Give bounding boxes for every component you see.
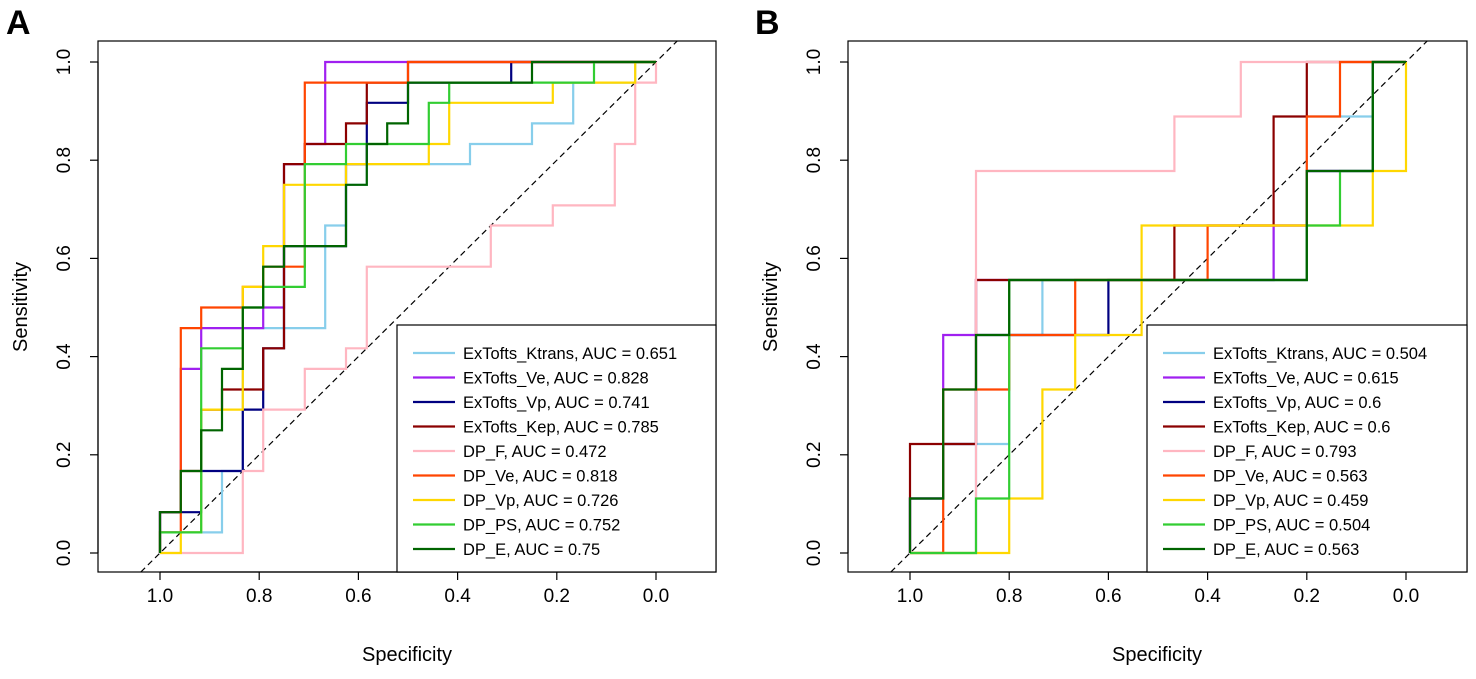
y-tick-label: 0.0 [54,540,75,566]
y-axis-title-b: Sensitivity [760,262,782,352]
roc-curve-dp-f [910,60,1406,555]
roc-curve-dp-e [158,60,656,553]
x-tick-label: 0.2 [1294,586,1320,607]
panel-label-a: A [6,4,31,42]
panel-label-b: B [755,4,780,42]
y-tick-label: 1.0 [804,49,825,75]
panel-b: B 1.0 0.8 0.6 0.4 0.2 0.0 0.00.20.40.60.81.0 … [755,4,1468,666]
x-tick-label: 0.0 [643,586,669,607]
y-axis-a: 0.0 0.2 0.4 0.6 0.8 1.0 [54,49,99,566]
legend-entry-label: DP_Vp, AUC = 0.459 [1213,492,1368,510]
roc-curve-dp-e [908,60,1406,553]
legend-entry-label: ExTofts_Vp, AUC = 0.6 [1213,394,1381,412]
y-tick-label: 0.8 [804,147,825,173]
legend-entry-label: ExTofts_Ktrans, AUC = 0.504 [1213,345,1427,363]
x-tick-label: 0.6 [345,586,371,607]
legend-entry-label: DP_F, AUC = 0.472 [463,443,607,461]
legend-entry-label: DP_E, AUC = 0.75 [463,541,600,559]
legend-entry-label: DP_F, AUC = 0.793 [1213,443,1357,461]
legend-entry-label: ExTofts_Kep, AUC = 0.6 [1213,419,1390,437]
y-axis-b: 0.0 0.2 0.4 0.6 0.8 1.0 [804,49,849,566]
y-tick-label: 1.0 [54,49,75,75]
legend-entry-label: ExTofts_Vp, AUC = 0.741 [463,394,650,412]
legend-entry-label: DP_Ve, AUC = 0.818 [463,468,618,486]
x-axis-title-b: Specificity [1112,644,1202,666]
y-tick-label: 0.4 [804,343,825,370]
legend-entry-label: DP_PS, AUC = 0.752 [463,517,620,535]
x-tick-label: 0.8 [246,586,272,607]
y-tick-label: 0.6 [804,245,825,271]
legend-b: ExTofts_Ktrans, AUC = 0.504 ExTofts_Ve, A… [1146,324,1468,573]
roc-curves-b [908,60,1408,555]
legend-entry-label: ExTofts_Ve, AUC = 0.828 [463,370,649,388]
x-tick-label: 0.8 [996,586,1022,607]
legend-box-a [396,324,717,573]
y-axis-title-a: Sensitivity [10,262,32,352]
x-tick-label: 0.2 [544,586,570,607]
roc-curve-dp-f [160,62,658,555]
x-tick-label: 1.0 [147,586,173,607]
legend-entry-label: DP_E, AUC = 0.563 [1213,541,1359,559]
x-tick-label: 0.6 [1095,586,1121,607]
legend-entry-label: ExTofts_Ktrans, AUC = 0.651 [463,345,677,363]
legend-entry-label: ExTofts_Kep, AUC = 0.785 [463,419,659,437]
legend-entry-label: DP_Vp, AUC = 0.726 [463,492,618,510]
reference-diagonal-b [890,40,1428,573]
roc-curves-a [158,60,658,555]
legend-box-b [1146,324,1468,573]
legend-entry-label: DP_PS, AUC = 0.504 [1213,517,1370,535]
legend-entry-label: DP_Ve, AUC = 0.563 [1213,468,1368,486]
x-tick-label: 0.4 [444,586,471,607]
roc-curve-extofts-kep [908,60,1406,553]
y-tick-label: 0.0 [804,540,825,566]
x-axis-title-a: Specificity [362,644,452,666]
panel-a: A 1.0 0.8 0.6 0.4 0.2 0.0 0.00.20.40.60.81.0 … [6,4,717,666]
legend-entry-label: ExTofts_Ve, AUC = 0.615 [1213,370,1399,388]
legend-a: ExTofts_Ktrans, AUC = 0.651 ExTofts_Ve, A… [396,324,717,573]
y-tick-label: 0.4 [54,343,75,370]
y-tick-label: 0.2 [804,442,825,468]
reference-diagonal-a [140,40,678,573]
x-tick-label: 0.0 [1393,586,1419,607]
y-tick-label: 0.8 [54,147,75,173]
x-axis-a: 1.0 0.8 0.6 0.4 0.2 0.0 [147,571,669,607]
x-tick-label: 0.4 [1194,586,1221,607]
x-tick-label: 1.0 [897,586,923,607]
y-tick-label: 0.6 [54,245,75,271]
y-tick-label: 0.2 [54,442,75,468]
